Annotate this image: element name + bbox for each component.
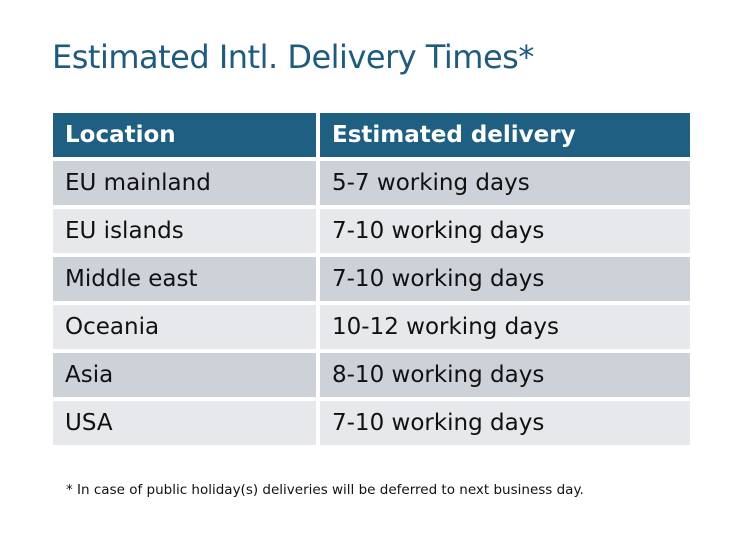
- table-header-row: Location Estimated delivery: [53, 113, 690, 157]
- delivery-cell: 7-10 working days: [320, 257, 690, 301]
- header-location: Location: [53, 113, 316, 157]
- footnote: * In case of public holiday(s) deliverie…: [66, 482, 584, 498]
- table-row: Asia 8-10 working days: [53, 353, 690, 397]
- location-cell: Oceania: [53, 305, 316, 349]
- location-cell: EU mainland: [53, 161, 316, 205]
- delivery-cell: 10-12 working days: [320, 305, 690, 349]
- table-row: Middle east 7-10 working days: [53, 257, 690, 301]
- delivery-cell: 8-10 working days: [320, 353, 690, 397]
- table-row: EU islands 7-10 working days: [53, 209, 690, 253]
- delivery-cell: 5-7 working days: [320, 161, 690, 205]
- location-cell: USA: [53, 401, 316, 445]
- delivery-table: Location Estimated delivery EU mainland 5…: [53, 113, 690, 449]
- table-row: EU mainland 5-7 working days: [53, 161, 690, 205]
- page-title: Estimated Intl. Delivery Times*: [52, 38, 534, 76]
- location-cell: Asia: [53, 353, 316, 397]
- location-cell: EU islands: [53, 209, 316, 253]
- table-row: USA 7-10 working days: [53, 401, 690, 445]
- delivery-cell: 7-10 working days: [320, 401, 690, 445]
- delivery-cell: 7-10 working days: [320, 209, 690, 253]
- location-cell: Middle east: [53, 257, 316, 301]
- table-row: Oceania 10-12 working days: [53, 305, 690, 349]
- header-estimated-delivery: Estimated delivery: [320, 113, 690, 157]
